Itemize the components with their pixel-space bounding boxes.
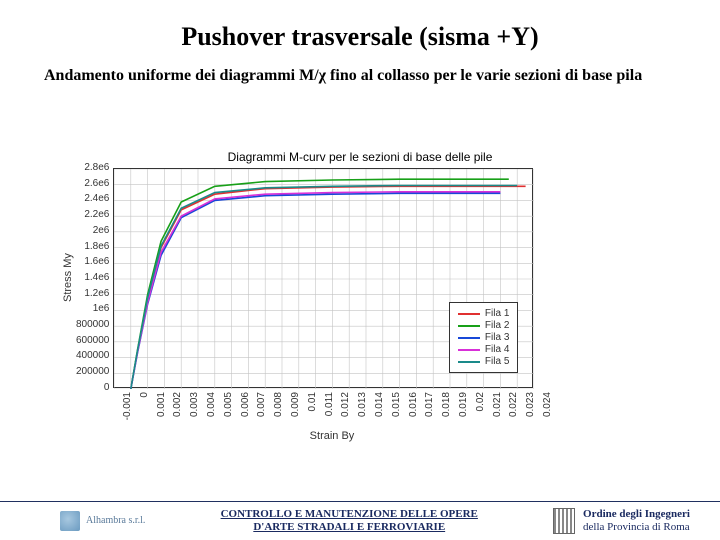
x-axis-ticks: -0.00100.0010.0020.0030.0040.0050.0060.0…: [122, 388, 542, 428]
page-subtitle: Andamento uniforme dei diagrammi M/χ fin…: [0, 52, 720, 86]
legend-swatch-icon: [458, 349, 480, 351]
brand-logo-icon: [60, 511, 80, 531]
legend-swatch-icon: [458, 313, 480, 315]
footer-right-line2: della Provincia di Roma: [583, 521, 690, 534]
y-axis-ticks: 02000004000006000008000001e61.2e61.4e61.…: [76, 168, 113, 388]
legend-item: Fila 1: [458, 308, 509, 319]
footer-center-line2: D'ARTE STRADALI E FERROVIARIE: [221, 521, 478, 534]
footer-left: Alhambra s.r.l.: [60, 511, 145, 531]
footer-right-line1: Ordine degli Ingegneri: [583, 508, 690, 521]
legend-item: Fila 2: [458, 320, 509, 331]
legend-label: Fila 5: [485, 356, 509, 367]
legend-label: Fila 2: [485, 320, 509, 331]
legend-item: Fila 3: [458, 332, 509, 343]
legend-label: Fila 4: [485, 344, 509, 355]
footer: Alhambra s.r.l. CONTROLLO E MANUTENZIONE…: [0, 501, 720, 534]
footer-center-line1: CONTROLLO E MANUTENZIONE DELLE OPERE: [221, 508, 478, 521]
x-axis-label: Strain By: [122, 430, 542, 442]
legend-item: Fila 5: [458, 356, 509, 367]
legend: Fila 1Fila 2Fila 3Fila 4Fila 5: [449, 302, 518, 373]
y-axis-label: Stress My: [60, 168, 76, 388]
legend-swatch-icon: [458, 337, 480, 339]
footer-right: Ordine degli Ingegneri della Provincia d…: [553, 508, 690, 534]
legend-swatch-icon: [458, 361, 480, 363]
building-icon: [553, 508, 575, 534]
footer-center: CONTROLLO E MANUTENZIONE DELLE OPERE D'A…: [221, 508, 478, 534]
brand-name: Alhambra s.r.l.: [86, 515, 145, 526]
legend-label: Fila 1: [485, 308, 509, 319]
chart-container: Diagrammi M-curv per le sezioni di base …: [60, 150, 660, 450]
plot-area: Fila 1Fila 2Fila 3Fila 4Fila 5: [113, 168, 533, 388]
chart-title: Diagrammi M-curv per le sezioni di base …: [60, 150, 660, 164]
legend-item: Fila 4: [458, 344, 509, 355]
legend-label: Fila 3: [485, 332, 509, 343]
page-title: Pushover trasversale (sisma +Y): [0, 0, 720, 52]
legend-swatch-icon: [458, 325, 480, 327]
